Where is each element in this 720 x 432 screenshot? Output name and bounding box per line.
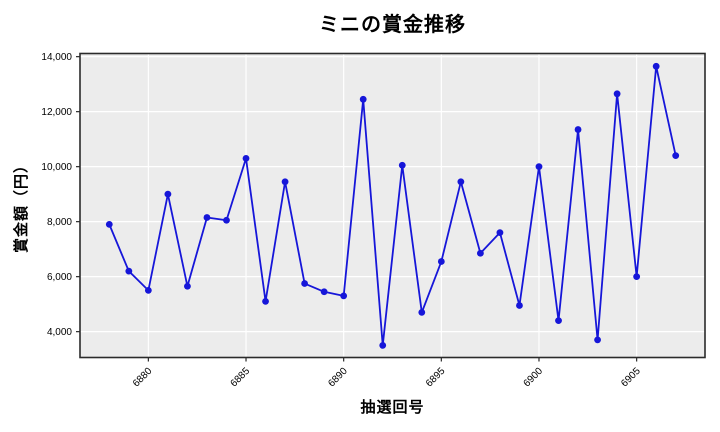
data-point bbox=[613, 90, 621, 98]
data-point bbox=[476, 249, 484, 257]
data-point bbox=[223, 216, 230, 224]
data-point bbox=[437, 258, 445, 265]
y-tick-label: 4,000 bbox=[47, 327, 72, 338]
x-tick-label: 6880 bbox=[131, 366, 155, 390]
chart-title: ミニの賞金推移 bbox=[319, 14, 466, 36]
data-point bbox=[496, 229, 504, 237]
data-point bbox=[535, 163, 543, 171]
x-tick-label: 6895 bbox=[424, 366, 448, 390]
data-point bbox=[320, 288, 328, 296]
x-tick-label: 6905 bbox=[619, 366, 643, 390]
data-point bbox=[262, 298, 269, 305]
data-point bbox=[105, 221, 113, 228]
data-point bbox=[418, 309, 426, 316]
y-tick-label: 14,000 bbox=[41, 52, 72, 63]
data-point bbox=[340, 292, 348, 300]
data-point bbox=[516, 302, 523, 309]
data-point bbox=[164, 190, 172, 198]
data-point bbox=[301, 280, 309, 287]
plot-border bbox=[79, 52, 706, 359]
data-point bbox=[125, 267, 133, 275]
x-axis-label: 抽選回号 bbox=[360, 399, 425, 416]
data-point bbox=[457, 178, 465, 186]
data-point bbox=[379, 342, 387, 349]
data-point bbox=[144, 287, 152, 294]
plot-background bbox=[80, 53, 705, 358]
x-tick-label: 6885 bbox=[229, 366, 253, 390]
x-tick-label: 6890 bbox=[326, 366, 350, 390]
y-tick-label: 12,000 bbox=[41, 107, 72, 118]
data-point bbox=[242, 155, 250, 162]
data-point bbox=[555, 317, 562, 325]
prize-line bbox=[108, 65, 677, 347]
data-point bbox=[672, 152, 680, 160]
y-tick-label: 6,000 bbox=[47, 272, 72, 283]
data-point bbox=[574, 126, 582, 133]
data-point bbox=[281, 178, 289, 186]
data-point bbox=[203, 214, 211, 221]
data-point bbox=[184, 282, 191, 290]
data-point bbox=[359, 95, 367, 103]
data-point bbox=[633, 273, 641, 281]
y-tick-label: 8,000 bbox=[47, 217, 72, 228]
data-point bbox=[398, 161, 406, 169]
y-tick-label: 10,000 bbox=[41, 162, 72, 173]
data-point bbox=[594, 336, 601, 344]
data-point bbox=[652, 62, 660, 70]
x-tick-label: 6900 bbox=[522, 366, 546, 390]
